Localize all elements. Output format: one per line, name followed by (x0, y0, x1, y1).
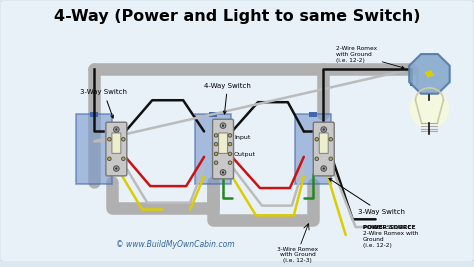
Circle shape (228, 152, 232, 156)
Circle shape (315, 157, 319, 160)
FancyBboxPatch shape (106, 122, 127, 176)
Text: 4-Way Switch: 4-Way Switch (204, 83, 251, 114)
Circle shape (228, 161, 232, 164)
Circle shape (228, 134, 232, 137)
FancyBboxPatch shape (195, 114, 231, 184)
Circle shape (114, 166, 119, 171)
Circle shape (410, 89, 449, 128)
Text: Input: Input (234, 135, 250, 140)
FancyBboxPatch shape (76, 114, 112, 184)
Circle shape (220, 123, 226, 128)
Circle shape (220, 170, 226, 175)
Circle shape (108, 157, 111, 160)
Bar (209, 112, 217, 117)
FancyBboxPatch shape (212, 119, 234, 179)
Bar (309, 112, 317, 117)
Circle shape (322, 167, 325, 170)
Circle shape (114, 127, 119, 132)
Circle shape (214, 161, 218, 164)
Text: Output: Output (234, 152, 256, 157)
Circle shape (321, 127, 327, 132)
FancyBboxPatch shape (295, 114, 331, 184)
Circle shape (222, 124, 224, 127)
Circle shape (228, 142, 232, 146)
Text: 2-Wire Romex
with Ground
(i.e. 12-2): 2-Wire Romex with Ground (i.e. 12-2) (336, 46, 404, 68)
Text: POWER SOURCE: POWER SOURCE (363, 225, 415, 230)
FancyBboxPatch shape (112, 133, 121, 154)
Bar (91, 112, 99, 117)
Circle shape (214, 152, 218, 156)
Circle shape (214, 134, 218, 137)
Circle shape (322, 128, 325, 131)
Circle shape (108, 138, 111, 141)
Polygon shape (409, 54, 450, 94)
Circle shape (329, 138, 333, 141)
Circle shape (121, 138, 125, 141)
FancyBboxPatch shape (313, 122, 334, 176)
Circle shape (329, 157, 333, 160)
Text: © www.BuildMyOwnCabin.com: © www.BuildMyOwnCabin.com (116, 240, 235, 249)
Text: POWER SOURCE
2-Wire Romex with
Ground
(i.e. 12-2): POWER SOURCE 2-Wire Romex with Ground (i… (363, 225, 418, 248)
Text: 3-Wire Romex
with Ground
(i.e. 12-3): 3-Wire Romex with Ground (i.e. 12-3) (277, 247, 319, 263)
Circle shape (121, 157, 125, 160)
Circle shape (214, 142, 218, 146)
Text: 3-Way Switch: 3-Way Switch (81, 89, 128, 118)
Text: 4-Way (Power and Light to same Switch): 4-Way (Power and Light to same Switch) (54, 9, 420, 24)
Text: 3-Way Switch: 3-Way Switch (329, 178, 405, 215)
Circle shape (115, 128, 118, 131)
Circle shape (115, 167, 118, 170)
Circle shape (222, 171, 224, 174)
FancyBboxPatch shape (219, 133, 228, 154)
Circle shape (315, 138, 319, 141)
Circle shape (321, 166, 327, 171)
FancyBboxPatch shape (319, 133, 328, 154)
